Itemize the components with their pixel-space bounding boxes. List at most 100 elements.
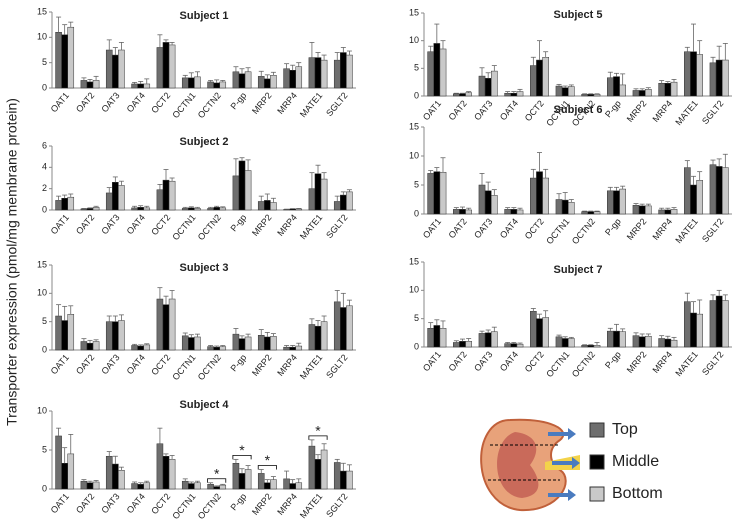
bar — [238, 73, 246, 89]
bar — [244, 170, 252, 211]
x-tick-label: SGLT2 — [324, 491, 350, 519]
bar — [105, 455, 113, 490]
x-tick-label: OCTN1 — [170, 352, 197, 382]
y-tick-label: 5 — [42, 57, 47, 67]
bar — [439, 328, 447, 348]
bar — [619, 331, 626, 348]
x-tick-label: OAT3 — [472, 216, 494, 240]
x-tick-label: OCTN2 — [196, 212, 223, 242]
bar — [168, 180, 176, 211]
bar — [80, 341, 88, 351]
bar — [516, 91, 524, 97]
bar — [613, 190, 620, 215]
kidney-illustration — [480, 418, 580, 512]
bar — [207, 484, 214, 490]
x-tick-label: OAT2 — [447, 349, 469, 373]
y-tick-label: 0 — [414, 341, 419, 351]
bar — [213, 346, 220, 351]
x-tick-label: MRP2 — [250, 352, 274, 378]
bar — [86, 208, 94, 211]
bar — [632, 90, 640, 97]
bar — [484, 332, 492, 348]
bar — [484, 78, 492, 97]
legend-swatch — [589, 422, 605, 438]
x-tick-label: MRP2 — [625, 349, 649, 375]
bar — [61, 34, 68, 89]
bar — [427, 328, 435, 348]
bar — [715, 295, 723, 348]
bar — [644, 89, 652, 97]
bar — [593, 345, 601, 348]
bar — [465, 209, 472, 215]
bar — [181, 335, 189, 351]
bar — [289, 483, 296, 490]
bar — [80, 208, 88, 211]
x-tick-label: OCT2 — [149, 491, 172, 516]
chart-title: Subject 3 — [180, 262, 229, 274]
bar — [433, 43, 441, 97]
x-tick-label: OAT3 — [99, 90, 121, 114]
bar — [244, 469, 252, 490]
x-tick-label: MRP4 — [650, 98, 674, 124]
x-tick-label: MRP4 — [275, 352, 299, 378]
bar — [238, 160, 246, 211]
bar — [320, 59, 328, 89]
bar — [105, 49, 113, 89]
x-tick-label: OCT2 — [149, 90, 172, 115]
x-tick-label: MRP2 — [625, 216, 649, 242]
bar — [670, 81, 678, 97]
bar — [510, 343, 518, 348]
bar — [232, 333, 240, 351]
legend-label: Top — [612, 421, 638, 438]
bar — [181, 480, 189, 490]
bar — [257, 473, 265, 490]
bar — [289, 346, 296, 351]
x-tick-label: OCTN1 — [170, 212, 197, 242]
bar — [162, 455, 170, 490]
bar — [433, 171, 441, 215]
y-tick-label: 0 — [42, 82, 47, 92]
x-tick-label: OAT1 — [421, 216, 443, 240]
bar — [516, 343, 524, 348]
bar — [696, 54, 703, 97]
bar — [156, 443, 164, 490]
bar — [613, 330, 620, 348]
bar — [340, 194, 347, 211]
x-tick-label: OAT1 — [49, 352, 71, 376]
bar — [638, 205, 646, 215]
bar — [581, 345, 589, 348]
bar — [188, 77, 195, 89]
bar — [118, 49, 125, 89]
x-tick-label: OAT3 — [472, 349, 494, 373]
bar — [427, 173, 435, 215]
bar — [504, 343, 512, 348]
bar — [320, 178, 328, 211]
y-tick-label: 0 — [42, 204, 47, 214]
x-tick-label: OAT4 — [125, 491, 147, 515]
bar — [607, 330, 614, 348]
bar — [670, 339, 678, 348]
bar — [67, 314, 75, 351]
bar — [567, 338, 575, 348]
x-tick-label: MATE1 — [298, 212, 325, 241]
bar — [536, 318, 543, 348]
bar — [587, 94, 595, 97]
bar — [478, 75, 486, 97]
bar — [715, 166, 723, 215]
y-tick-label: 10 — [37, 288, 47, 298]
significance-bracket — [257, 465, 277, 470]
bar — [709, 164, 717, 215]
bar — [587, 345, 595, 348]
y-tick-label: 10 — [37, 32, 47, 42]
x-tick-label: OAT1 — [49, 90, 71, 114]
y-tick-label: 15 — [37, 6, 47, 16]
x-tick-label: OAT4 — [125, 352, 147, 376]
bar — [536, 171, 543, 215]
bar — [696, 313, 703, 348]
bar — [219, 346, 227, 351]
bar — [658, 209, 666, 215]
bar — [346, 470, 353, 490]
bar — [194, 76, 201, 89]
bar — [644, 335, 652, 348]
bar — [264, 200, 271, 211]
